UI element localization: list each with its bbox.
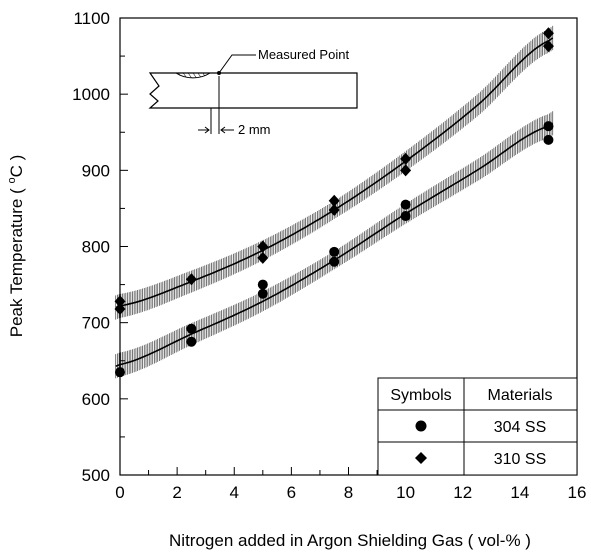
data-point-304ss	[400, 211, 411, 222]
data-point-310ss	[328, 194, 340, 207]
y-tick-label: 1000	[72, 85, 110, 104]
x-axis-ticks: 0 2 4 6 8 10 12 14 16	[115, 467, 586, 502]
y-tick-label: 500	[82, 466, 110, 485]
data-point-310ss	[542, 40, 554, 53]
legend-header-materials: Materials	[488, 387, 553, 404]
inset-measured-point-label: Measured Point	[258, 47, 349, 62]
inset-distance-label: 2 mm	[238, 122, 271, 137]
inset-dim-arrow-left	[198, 126, 210, 134]
data-point-310ss	[257, 240, 269, 253]
y-axis-label-degree: o	[6, 177, 18, 183]
data-point-304ss	[257, 279, 268, 290]
data-point-310ss	[542, 27, 554, 40]
y-axis-label-main: Peak Temperature (	[7, 184, 26, 338]
legend-header-symbols: Symbols	[390, 387, 451, 404]
x-tick-label: 16	[568, 483, 587, 502]
data-points	[114, 27, 554, 378]
data-point-310ss	[400, 152, 412, 165]
x-tick-label: 14	[510, 483, 529, 502]
data-point-304ss	[400, 199, 411, 210]
y-axis-label: Peak Temperature ( oC )	[6, 155, 26, 338]
y-tick-label: 600	[82, 390, 110, 409]
data-point-304ss	[329, 256, 340, 267]
legend-entry-310ss: 310 SS	[494, 451, 546, 468]
x-tick-label: 12	[453, 483, 472, 502]
data-point-310ss	[185, 273, 197, 286]
inset-weld-bead	[174, 72, 212, 79]
x-tick-label: 6	[287, 483, 296, 502]
legend-symbol-304ss	[415, 420, 427, 432]
data-point-304ss	[543, 134, 554, 145]
y-tick-label: 1100	[73, 9, 110, 28]
x-tick-label: 10	[396, 483, 415, 502]
data-point-304ss	[543, 121, 554, 132]
y-tick-label: 700	[82, 314, 110, 333]
data-point-310ss	[328, 203, 340, 216]
x-tick-label: 8	[344, 483, 353, 502]
data-point-304ss	[257, 288, 268, 299]
x-tick-label: 0	[115, 483, 124, 502]
y-axis-label-unit: C )	[7, 155, 26, 178]
inset-leader-line	[218, 54, 256, 74]
legend: Symbols Materials 304 SS 310 SS	[377, 377, 578, 476]
data-point-310ss	[400, 164, 412, 177]
x-axis-label: Nitrogen added in Argon Shielding Gas ( …	[169, 531, 531, 550]
y-axis-ticks: 500 600 700 800 900 1000 1100	[72, 9, 128, 485]
y-tick-label: 800	[82, 238, 110, 257]
x-tick-label: 2	[172, 483, 181, 502]
data-point-304ss	[329, 246, 340, 257]
data-point-304ss	[186, 323, 197, 334]
legend-entry-304ss: 304 SS	[494, 419, 546, 436]
inset-diagram: Measured Point 2 mm	[148, 47, 358, 137]
x-tick-label: 4	[230, 483, 239, 502]
legend-box	[377, 377, 578, 476]
data-point-310ss	[257, 251, 269, 264]
inset-dim-arrow-right	[220, 126, 234, 134]
legend-symbol-310ss	[415, 452, 427, 464]
inset-plate	[148, 72, 358, 109]
data-point-304ss	[186, 336, 197, 347]
y-tick-label: 900	[82, 161, 110, 180]
